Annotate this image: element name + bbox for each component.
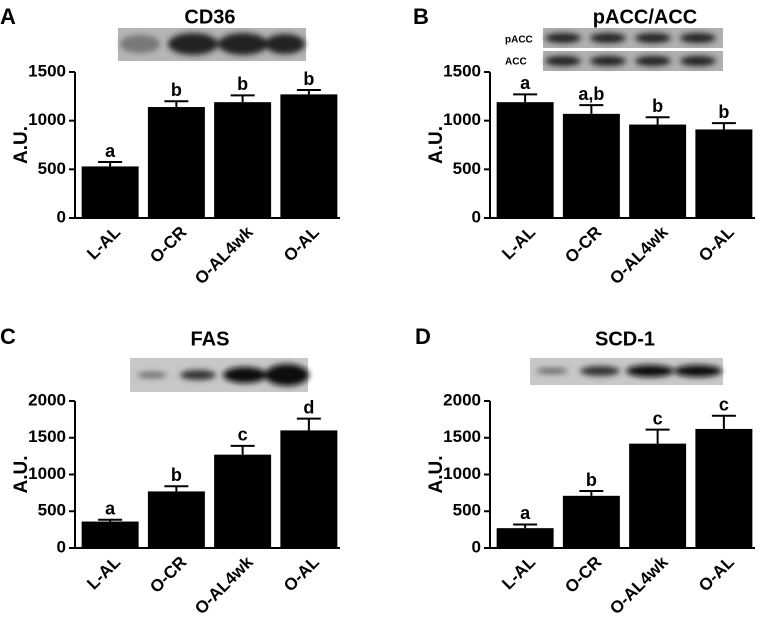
y-tick-label: 500 (453, 159, 481, 178)
y-tick-label: 2000 (28, 390, 66, 409)
blot-a (118, 28, 306, 61)
significance-label: c (238, 425, 248, 445)
y-tick-label: 500 (453, 501, 481, 520)
bar (496, 528, 554, 548)
blot-d (530, 358, 723, 385)
significance-label: a (520, 503, 531, 523)
bar (81, 166, 139, 218)
x-tick-label: O-CR (561, 553, 605, 597)
bar (496, 102, 554, 218)
y-tick-label: 2000 (443, 390, 481, 409)
significance-label: b (171, 465, 182, 485)
y-axis-label: A.U. (11, 126, 32, 164)
y-tick-label: 500 (38, 501, 66, 520)
chart-title: FAS (191, 328, 230, 350)
significance-label: a (105, 498, 116, 518)
bar (147, 107, 205, 218)
bar (629, 443, 687, 548)
panel-letter: C (0, 324, 16, 349)
significance-label: d (303, 397, 314, 417)
bar (147, 491, 205, 548)
x-tick-label: O-AL4wk (191, 222, 257, 288)
x-tick-label: L-AL (498, 223, 539, 264)
x-tick-label: O-AL (695, 553, 738, 596)
chart-title: CD36 (184, 6, 235, 28)
y-axis-label: A.U. (11, 456, 32, 494)
significance-label: b (171, 80, 182, 100)
y-tick-label: 1500 (28, 61, 66, 80)
y-tick-label: 1500 (443, 61, 481, 80)
chart-title: SCD-1 (595, 328, 655, 350)
bar (81, 521, 139, 548)
significance-label: c (653, 408, 663, 428)
x-tick-label: O-CR (146, 553, 190, 597)
significance-label: b (586, 470, 597, 490)
bar (695, 428, 753, 548)
y-tick-label: 1000 (28, 464, 66, 483)
significance-label: b (718, 102, 729, 122)
chart-title: pACC/ACC (593, 6, 697, 28)
x-tick-label: O-AL (695, 223, 738, 266)
y-tick-label: 0 (472, 537, 481, 556)
x-tick-label: O-AL (280, 553, 323, 596)
x-tick-label: O-AL (280, 223, 323, 266)
x-tick-label: O-AL4wk (606, 552, 672, 618)
panel-letter: D (415, 324, 431, 349)
significance-label: b (303, 69, 314, 89)
y-axis-label: A.U. (426, 456, 447, 494)
blot-label: ACC (505, 57, 527, 68)
significance-label: c (719, 394, 729, 414)
y-tick-label: 500 (38, 159, 66, 178)
x-tick-label: O-AL4wk (606, 222, 672, 288)
x-tick-label: L-AL (498, 553, 539, 594)
bar (562, 495, 620, 548)
bar (214, 102, 272, 218)
significance-label: b (652, 96, 663, 116)
bar (280, 430, 338, 548)
bar (280, 94, 338, 218)
significance-label: b (237, 74, 248, 94)
significance-label: a,b (578, 84, 604, 104)
blot-c (130, 358, 309, 392)
y-tick-label: 1000 (28, 110, 66, 129)
bar (629, 124, 687, 218)
y-tick-label: 1500 (443, 427, 481, 446)
significance-label: a (105, 141, 116, 161)
bar (562, 113, 620, 218)
x-tick-label: L-AL (83, 223, 124, 264)
x-tick-label: O-CR (561, 223, 605, 267)
panel-letter: A (0, 4, 16, 29)
y-tick-label: 0 (57, 537, 66, 556)
bar (695, 129, 753, 218)
significance-label: a (520, 73, 531, 93)
panel-letter: B (413, 4, 429, 29)
y-tick-label: 1500 (28, 427, 66, 446)
blot-label: pACC (505, 35, 533, 46)
y-tick-label: 0 (472, 207, 481, 226)
bar (214, 454, 272, 548)
blot-b (543, 28, 723, 71)
x-tick-label: O-AL4wk (191, 552, 257, 618)
y-tick-label: 1000 (443, 110, 481, 129)
y-tick-label: 0 (57, 207, 66, 226)
x-tick-label: L-AL (83, 553, 124, 594)
y-axis-label: A.U. (426, 126, 447, 164)
y-tick-label: 1000 (443, 464, 481, 483)
x-tick-label: O-CR (146, 223, 190, 267)
